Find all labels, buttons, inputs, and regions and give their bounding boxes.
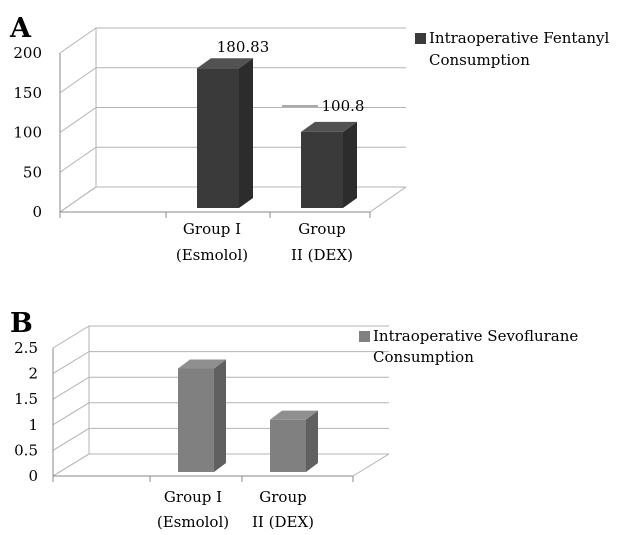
y-tick-label: 100 [13,124,42,142]
x-tick-label: Group I [164,488,222,506]
chart-panel-a: A 0 50 100 150 200 180.83 100.8 Group I (Esmolol… [9,13,610,264]
x-tick-label: Group [298,220,345,238]
gridline [59,67,406,94]
panel-letter-a: A [9,13,32,44]
legend: Intraoperative Sevoflurane Consumption [359,327,578,366]
y-tick-label: 50 [23,163,42,181]
floor-right-edge [369,186,407,213]
x-tick-label: II (DEX) [252,513,314,531]
gridline [59,27,406,54]
y-tick-label: 2.5 [14,339,38,357]
y-tick-label: 0 [28,467,38,485]
bar-top [178,359,226,369]
data-label: 100.8 [322,97,365,115]
y-tick-label: 2 [28,365,38,383]
legend-swatch [359,331,370,342]
x-tick-label: (Esmolol) [157,513,229,531]
legend-label: Consumption [373,348,474,366]
gridline [52,351,389,375]
bar [301,121,357,208]
gridline [52,402,389,426]
y-tick-label: 200 [13,44,42,62]
gridline [59,107,406,133]
x-tick-label: (Esmolol) [176,246,248,264]
bar-side [239,58,253,209]
y-tick-label: 1 [28,416,38,434]
bar [270,410,318,472]
y-tick-label: 0 [32,203,42,221]
floor-right-edge [352,453,390,477]
bar-top [197,58,253,69]
bar [178,359,226,472]
bar-front [178,368,214,472]
panel-letter-b: B [10,308,33,339]
bar-side [306,410,318,472]
legend: Intraoperative Fentanyl Consumption [415,29,610,69]
legend-label: Consumption [429,51,530,69]
bar-top [301,121,357,132]
bar-top [270,410,318,420]
x-tick-label: Group [259,488,306,506]
gridline [52,376,389,400]
legend-label: Intraoperative Fentanyl [429,29,610,47]
x-tick-label: II (DEX) [291,246,353,264]
chart-panel-b: B 0 0.5 1 1.5 2 2.5 Group I (Esmolol) Group II (D… [10,308,578,531]
x-tick-label: Group I [183,220,241,238]
bar-side [343,121,357,208]
data-label: 180.83 [217,38,270,56]
legend-swatch [415,33,426,44]
y-tick-label: 0.5 [14,441,38,459]
gridline [52,325,389,349]
legend-label: Intraoperative Sevoflurane [373,327,578,345]
y-tick-label: 1.5 [14,390,38,408]
bar [197,58,253,209]
bar-side [214,359,226,472]
y-tick-label: 150 [13,84,42,102]
bar-front [197,68,239,209]
bar-front [301,131,343,208]
bar-front [270,419,306,472]
